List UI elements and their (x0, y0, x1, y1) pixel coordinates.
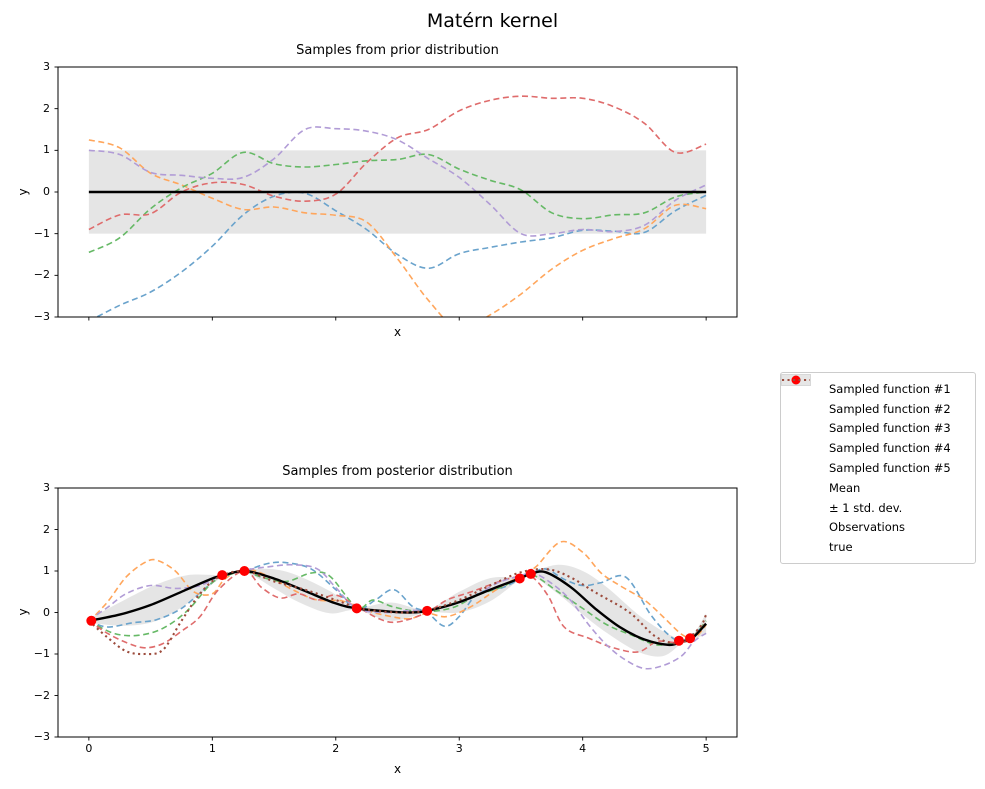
legend-item: Sampled function #2 (782, 379, 967, 419)
posterior-plot-title: Samples from posterior distribution (282, 464, 513, 479)
x-tick-label: 2 (332, 742, 340, 755)
legend-item-label: Sampled function #2 (829, 401, 951, 416)
legend-item: Sampled function #3 (782, 379, 967, 439)
legend-item-label: Sampled function #4 (829, 441, 951, 456)
y-tick-label: 2 (43, 101, 50, 115)
observation-point (685, 633, 696, 644)
sampled-function-1-line (95, 191, 707, 317)
y-tick-label: 3 (43, 60, 50, 73)
legend-item-label: true (829, 540, 853, 555)
x-tick-label: 5 (702, 742, 710, 755)
x-tick-label: 3 (455, 742, 463, 755)
y-tick-label: 0 (43, 185, 50, 198)
observation-point (351, 603, 362, 614)
legend-item: Mean (782, 378, 967, 498)
sampled-function-4-line (88, 95, 707, 231)
prior-axes (54, 66, 738, 321)
legend-item-label: Sampled function #3 (829, 421, 951, 436)
y-tick-label: −1 (33, 226, 50, 240)
x-tick-label: 1 (208, 742, 216, 755)
legend-item: Observations (789, 375, 967, 538)
legend-item-label: Sampled function #5 (829, 461, 951, 476)
y-tick-label: 2 (43, 522, 50, 536)
sampled-function-2-line (88, 540, 707, 640)
legend-item: Sampled function #5 (782, 379, 967, 478)
y-tick-label: −2 (33, 268, 50, 282)
observation-point (525, 568, 536, 579)
observation-point (239, 566, 250, 576)
observation-point (673, 635, 684, 646)
y-tick-label: 0 (43, 605, 50, 619)
observation-point (422, 605, 433, 616)
observation-point (86, 615, 97, 626)
prior-xaxis-label: x (393, 325, 402, 339)
figure-title: Matérn kernel (426, 10, 559, 32)
observation-point (217, 570, 228, 581)
posterior-xaxis-label: x (393, 762, 402, 776)
legend-item-label: Observations (829, 520, 906, 535)
y-tick-label: −3 (33, 310, 50, 323)
y-tick-label: −3 (33, 730, 50, 743)
y-tick-label: −2 (33, 688, 50, 702)
y-tick-label: 3 (43, 481, 50, 494)
y-tick-label: 1 (43, 143, 50, 157)
sampled-function-3-line (88, 570, 707, 646)
posterior-axes (54, 487, 738, 741)
sampled-function-4-line (88, 570, 707, 653)
prior-plot-title: Samples from prior distribution (296, 43, 499, 58)
prior-plot-area (88, 95, 707, 317)
legend-item: Sampled function #4 (782, 379, 967, 458)
y-tick-label: 1 (43, 564, 50, 577)
sampled-function-5-line (88, 126, 707, 237)
legend-item-label: ± 1 std. dev. (829, 500, 903, 515)
y-tick-label: −1 (33, 647, 50, 660)
x-tick-label: 4 (579, 742, 587, 755)
posterior-plot-area (86, 540, 708, 670)
legend-box: Sampled function #1 Sampled function #2 Sa… (780, 372, 976, 565)
legend-item: ± 1 std. dev. (781, 374, 967, 518)
legend-item: Sampled function #1 (782, 379, 967, 399)
legend-item: true (782, 378, 967, 557)
legend-item-label: Sampled function #1 (829, 381, 951, 396)
legend-item-label: Mean (829, 480, 861, 495)
x-tick-label: 0 (85, 742, 93, 755)
observation-point (514, 573, 525, 584)
true-function-line (88, 567, 708, 656)
